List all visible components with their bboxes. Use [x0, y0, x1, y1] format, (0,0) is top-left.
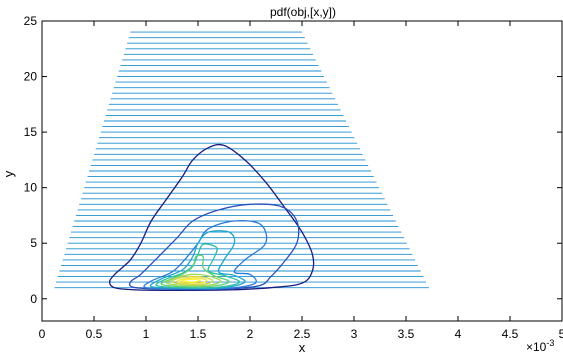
x-exponent-base: ×10: [526, 340, 547, 354]
x-exponent-label: ×10-3: [526, 338, 554, 354]
contour-line-3: [143, 220, 268, 290]
contour-line-1: [108, 143, 315, 292]
contour-line-10: [181, 278, 201, 283]
y-tick-label: 5: [30, 236, 37, 250]
x-tick-label: 2: [247, 327, 254, 341]
y-tick-label: 0: [30, 292, 37, 306]
x-tick-label: 4.5: [502, 327, 519, 341]
x-exponent-power: -3: [546, 338, 554, 348]
contour-line-2: [128, 203, 300, 291]
contour-lines-layer: [108, 143, 315, 292]
x-tick-label: 1.5: [190, 327, 207, 341]
contour-line-6: [160, 254, 230, 288]
x-tick-label: 3: [351, 327, 358, 341]
contour-line-8: [170, 275, 214, 286]
contour-line-5: [155, 243, 241, 289]
x-tick-label: 0: [39, 327, 46, 341]
x-tick-label: 4: [455, 327, 462, 341]
contour-line-9: [176, 277, 208, 284]
contour-line-7: [165, 273, 222, 287]
y-tick-label: 15: [24, 125, 38, 139]
x-tick-label: 5: [559, 327, 563, 341]
x-tick-label: 3.5: [398, 327, 415, 341]
y-tick-label: 25: [24, 14, 38, 28]
x-axis-label: x: [299, 340, 306, 355]
ticks-layer: 0 0.5 1 1.5 2 2.5 3 3.5 4 4.5 5 0 5 10 15 20 25: [24, 14, 563, 341]
plot-area: 0 0.5 1 1.5 2 2.5 3 3.5 4 4.5 5 0 5 10 15 20 25: [24, 14, 563, 341]
chart-title: pdf(obj,[x,y]): [270, 5, 336, 19]
x-tick-label: 2.5: [294, 327, 311, 341]
contour-line-4: [149, 230, 246, 290]
x-tick-label: 1: [143, 327, 150, 341]
y-tick-label: 10: [24, 181, 38, 195]
y-tick-label: 20: [24, 70, 38, 84]
y-axis-label: y: [1, 170, 16, 177]
data-rows-layer: [54, 31, 429, 289]
x-tick-label: 0.5: [86, 327, 103, 341]
